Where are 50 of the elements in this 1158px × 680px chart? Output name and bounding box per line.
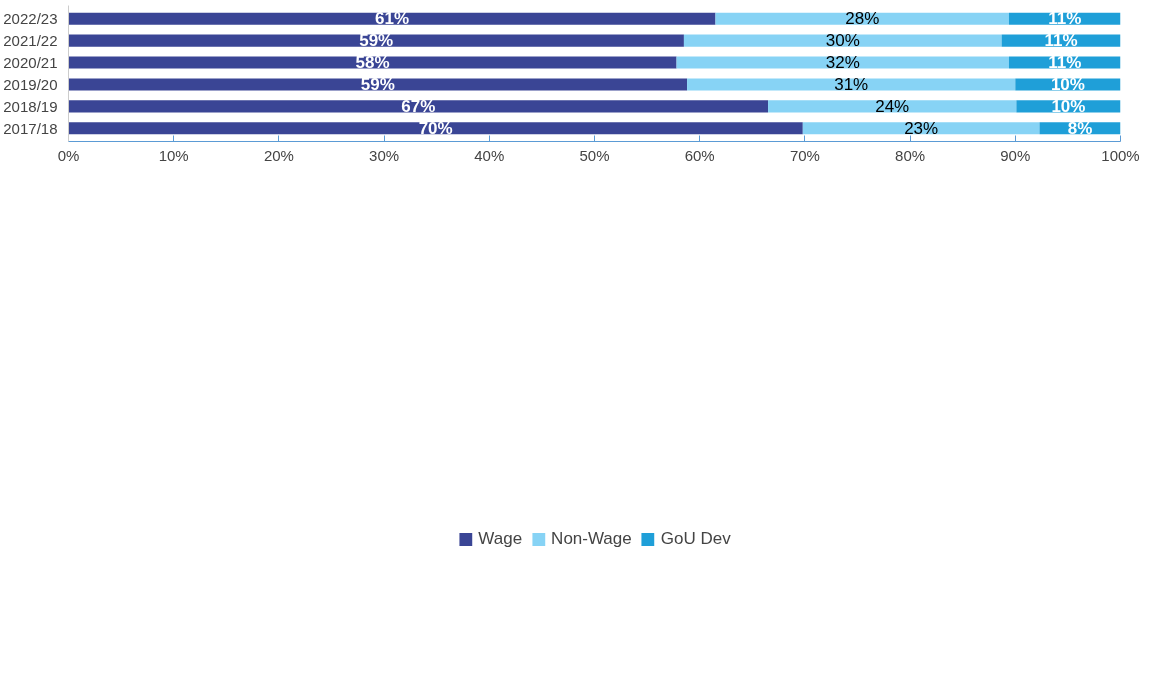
y-tick-label: 2022/23 xyxy=(3,10,58,28)
y-tick-label: 2019/20 xyxy=(3,75,58,93)
y-tick-label: 2017/18 xyxy=(3,119,58,137)
x-tick-label: 40% xyxy=(474,146,505,164)
x-tick-label: 20% xyxy=(263,146,294,164)
bar xyxy=(68,34,684,47)
y-tick-label: 2018/19 xyxy=(3,97,58,115)
bar xyxy=(768,100,1017,113)
bar xyxy=(68,78,688,91)
legend-label: Wage xyxy=(478,529,523,549)
bar xyxy=(687,78,1016,91)
data-label: 32% xyxy=(825,53,860,73)
data-label: 30% xyxy=(825,31,860,51)
bar xyxy=(802,122,1040,135)
data-label: 23% xyxy=(904,118,939,138)
bar xyxy=(68,122,803,135)
data-label: 58% xyxy=(355,53,390,73)
data-label: 11% xyxy=(1048,9,1082,29)
data-label: 67% xyxy=(401,96,436,116)
data-label: 10% xyxy=(1050,74,1085,94)
legend-label: GoU Dev xyxy=(660,529,731,549)
bar xyxy=(676,56,1009,69)
data-label: 10% xyxy=(1051,96,1086,116)
x-tick-label: 0% xyxy=(57,146,80,164)
data-label: 70% xyxy=(418,118,453,138)
x-tick-label: 10% xyxy=(158,146,189,164)
data-label: 61% xyxy=(374,9,410,29)
data-label: 11% xyxy=(1048,53,1082,73)
bar xyxy=(68,12,716,25)
bar xyxy=(68,56,677,69)
bar xyxy=(683,34,1002,47)
data-label: 59% xyxy=(359,31,394,51)
legend-label: Non-Wage xyxy=(551,529,632,549)
bar xyxy=(715,12,1009,25)
y-tick-label: 2021/22 xyxy=(3,32,58,50)
data-label: 24% xyxy=(875,96,910,116)
x-tick-label: 60% xyxy=(684,146,715,164)
y-tick-label: 2020/21 xyxy=(3,54,58,72)
data-label: 59% xyxy=(360,74,395,94)
data-label: 11% xyxy=(1044,31,1078,51)
data-label: 31% xyxy=(834,74,869,94)
x-tick-label: 50% xyxy=(579,146,610,164)
data-label: 28% xyxy=(845,9,880,29)
data-label: 8% xyxy=(1067,118,1093,138)
x-tick-label: 90% xyxy=(1000,146,1031,164)
x-tick-label: 30% xyxy=(369,146,400,164)
x-tick-label: 80% xyxy=(895,146,926,164)
bar xyxy=(68,100,769,113)
x-tick-label: 70% xyxy=(789,146,820,164)
x-tick-label: 100% xyxy=(1101,146,1140,164)
